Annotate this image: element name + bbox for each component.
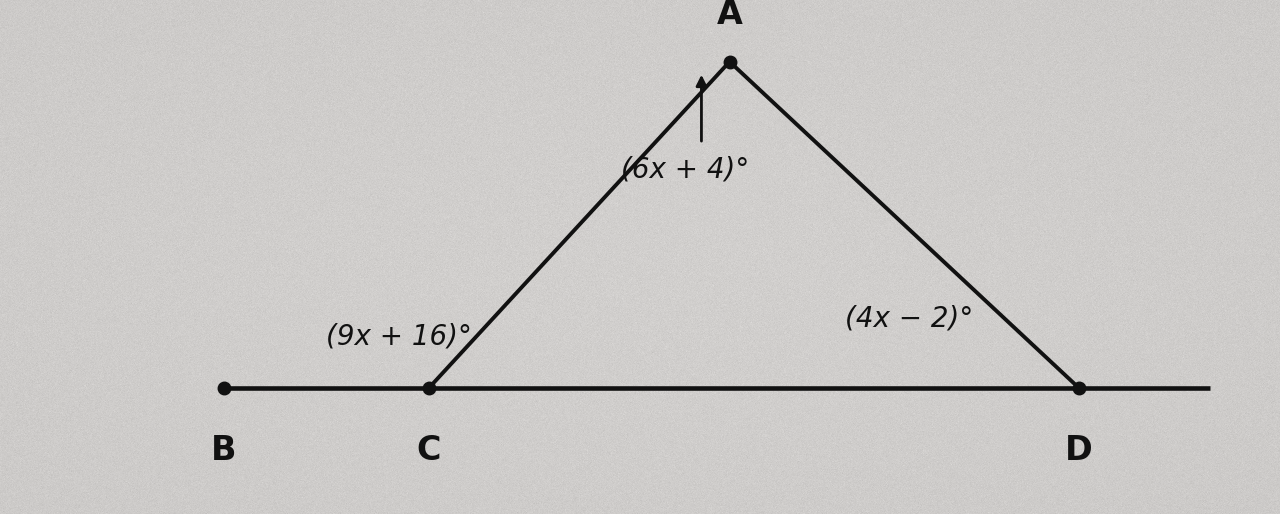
Text: B: B — [211, 434, 237, 467]
Text: (4x − 2)°: (4x − 2)° — [845, 305, 973, 333]
Text: C: C — [416, 434, 442, 467]
Text: D: D — [1065, 434, 1093, 467]
Text: (9x + 16)°: (9x + 16)° — [326, 323, 472, 351]
Text: (6x + 4)°: (6x + 4)° — [621, 156, 749, 183]
Text: A: A — [717, 0, 742, 31]
